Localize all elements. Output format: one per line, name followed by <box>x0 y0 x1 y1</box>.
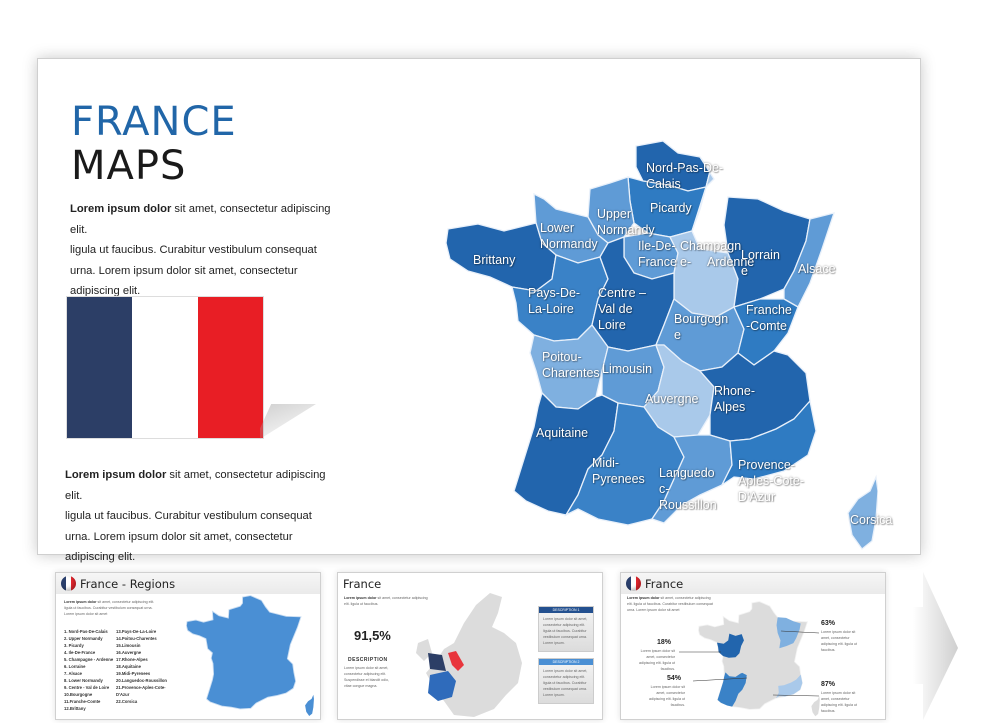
label-ile-de-france: Ile-De- France <box>638 239 677 269</box>
france-flag <box>66 296 264 439</box>
flag-shadow <box>260 404 316 439</box>
thumb-intro: Lorem ipsum dolor sit amet, consectetur … <box>627 596 713 612</box>
slide-thumbnail-regions[interactable]: France - Regions Lorem ipsum dolor sit a… <box>55 572 321 720</box>
flag-stripe-red <box>197 297 263 438</box>
label-lower-normandy: Lower Normandy <box>540 221 598 251</box>
label-champagne-ardenne: Champagn e- Ardenne <box>680 239 755 269</box>
description-card-1: DESCRIPTION 1 Lorem ipsum dolor sit amet… <box>538 606 594 652</box>
label-midi-pyrenees: Midi- Pyrenees <box>592 456 645 486</box>
region-midi-pyrenees[interactable] <box>564 402 685 526</box>
thumb-france-map <box>185 595 314 717</box>
stat-value: 91,5% <box>354 628 391 643</box>
label-alsace: Alsace <box>798 262 836 276</box>
paragraph-bold-lead: Lorem ipsum dolor <box>70 203 172 215</box>
label-pays-de-la-loire: Pays-De- La-Loire <box>528 286 581 316</box>
thumb-header: France - Regions <box>56 573 320 594</box>
region-franche-comte[interactable] <box>733 298 799 366</box>
flag-ball-icon <box>61 576 76 591</box>
slide-thumbnail-europe[interactable]: France Lorem ipsum dolor sit amet, conse… <box>337 572 603 720</box>
thumb-header: France <box>338 573 602 594</box>
next-slide-arrow-icon[interactable] <box>913 572 963 720</box>
label-bourgogne: Bourgogn e <box>674 312 729 342</box>
label-picardy: Picardy <box>650 201 692 215</box>
thumb-title: France <box>645 576 684 591</box>
france-map-svg <box>445 140 879 550</box>
stat-label: DESCRIPTION <box>348 657 388 663</box>
region-corsica[interactable] <box>847 474 879 550</box>
thumb-intro: Lorem ipsum dolor sit amet, consectetur … <box>344 596 428 606</box>
intro-paragraph: Lorem ipsum dolor sit amet, consectetur … <box>70 203 331 297</box>
label-nord-pas-de-calais: Nord-Pas-De- Calais <box>646 161 724 191</box>
label-limousin: Limousin <box>602 362 653 376</box>
label-corsica: Corsica <box>850 513 893 527</box>
flag-stripe-blue <box>67 297 133 438</box>
thumb-europe-map <box>416 593 522 717</box>
label-aquitaine: Aquitaine <box>536 426 589 440</box>
slide-thumbnail-stats[interactable]: France Lorem ipsum dolor sit amet, conse… <box>620 572 886 720</box>
label-rhone-alpes: Rhone- Alpes <box>714 384 755 414</box>
label-lorraine: Lorrain e <box>741 248 780 278</box>
thumb-header: France <box>621 573 885 594</box>
description-card-2: DESCRIPTION 2 Lorem ipsum dolor sit amet… <box>538 658 594 704</box>
thumb-title: France <box>343 576 382 591</box>
main-slide-preview: FRANCE MAPS Lorem ipsum dolor sit amet, … <box>37 58 921 563</box>
label-auvergne: Auvergne <box>645 392 699 406</box>
label-brittany: Brittany <box>473 253 516 267</box>
region-numbered-list: 1. Nord-Pas-De-Calais 13.Pays-De-La-Loire… <box>64 629 167 711</box>
flag-ball-icon <box>626 576 641 591</box>
thumb-intro: Lorem ipsum dolor sit amet, consectetur … <box>64 600 155 616</box>
label-centre-val-de-loire: Centre – Val de Loire <box>598 286 646 332</box>
label-franche-comte: Franche -Comte <box>746 303 792 333</box>
callout-connectors <box>679 630 820 697</box>
region-provence-alpes-cote-dazur[interactable] <box>720 399 817 487</box>
label-provence-alpes-cote-dazur: Provence- Aples-Cote- D'Azur <box>738 458 804 504</box>
callout-value-63: 63% <box>821 620 836 627</box>
bottom-paragraph: Lorem ipsum dolor sit amet, consectetur … <box>65 469 326 563</box>
label-languedoc-roussillon: Languedo c- Roussillon <box>659 466 717 512</box>
region-languedoc-roussillon[interactable] <box>650 434 733 524</box>
france-regions-map: Nord-Pas-De- Calais Picardy Upper Normandy… <box>438 139 892 559</box>
label-upper-normandy: Upper Normandy <box>597 207 655 237</box>
title-france: FRANCE <box>71 99 237 145</box>
stat-text: Lorem ipsum dolor sit amet, consectetur … <box>344 666 389 688</box>
callout-value-54: 54% <box>667 675 682 682</box>
thumb-france-grey-map <box>698 601 820 717</box>
thumb-title: France - Regions <box>80 576 176 591</box>
title-maps: MAPS <box>71 143 187 189</box>
flag-stripe-white <box>132 297 198 438</box>
callout-value-18: 18% <box>657 639 672 646</box>
callout-value-87: 87% <box>821 681 836 688</box>
label-poitou-charentes: Poitou- Charentes <box>542 350 600 380</box>
